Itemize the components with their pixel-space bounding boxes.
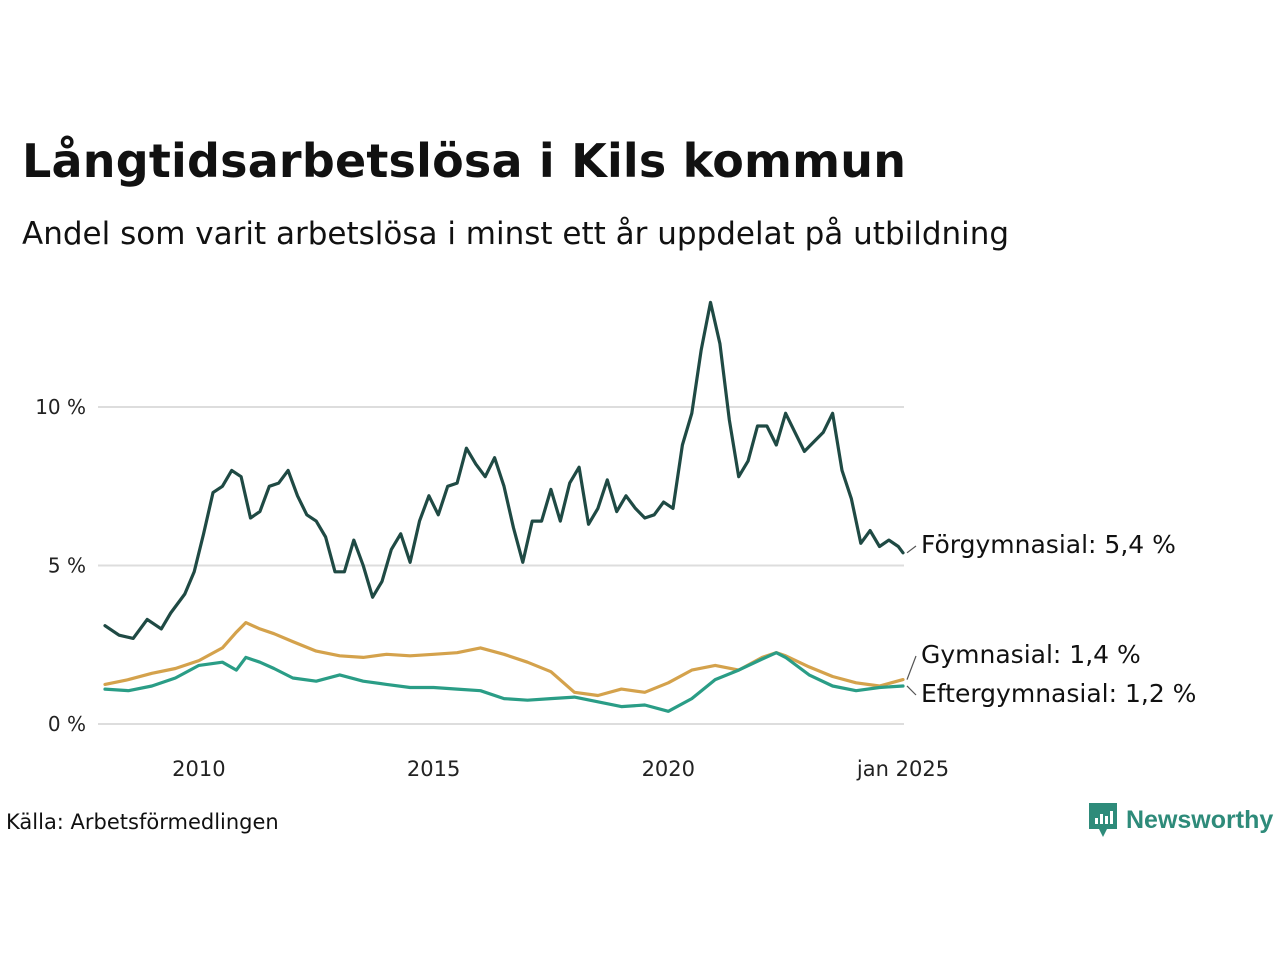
series-line-förgymnasial xyxy=(103,300,905,640)
x-axis-ticks: 2010 2015 2020 jan 2025 xyxy=(172,757,949,781)
x-tick-label: 2015 xyxy=(407,757,460,781)
series-label-förgymnasial: Förgymnasial: 5,4 % xyxy=(921,530,1176,559)
series-end-labels: Förgymnasial: 5,4 % Gymnasial: 1,4 % Efter… xyxy=(906,530,1196,708)
series-lines xyxy=(103,300,905,713)
x-tick-label: 2020 xyxy=(642,757,695,781)
grid-lines xyxy=(98,406,904,725)
chart-title: Långtidsarbetslösa i Kils kommun xyxy=(22,134,907,188)
y-tick-label: 5 % xyxy=(48,554,86,578)
y-tick-label: 0 % xyxy=(48,712,86,736)
source-note: Källa: Arbetsförmedlingen xyxy=(6,810,279,834)
leader-line-gymnasial xyxy=(906,655,917,680)
series-label-gymnasial: Gymnasial: 1,4 % xyxy=(921,640,1141,669)
x-tick-label: jan 2025 xyxy=(856,757,949,781)
series-line-gymnasial xyxy=(103,621,905,698)
series-line-eftergymnasial xyxy=(103,651,905,713)
leader-line-eftergymnasial xyxy=(906,685,917,696)
brand-logo: Newsworthy xyxy=(1088,802,1273,838)
leader-line-förgymnasial xyxy=(906,545,917,554)
brand-name: Newsworthy xyxy=(1126,805,1274,834)
y-tick-label: 10 % xyxy=(35,395,86,419)
newsworthy-logo-icon xyxy=(1089,803,1117,837)
x-tick-label: 2010 xyxy=(172,757,225,781)
chart-subtitle: Andel som varit arbetslösa i minst ett å… xyxy=(22,216,1010,252)
y-axis-ticks: 0 % 5 % 10 % xyxy=(35,395,86,736)
series-label-eftergymnasial: Eftergymnasial: 1,2 % xyxy=(921,679,1196,708)
